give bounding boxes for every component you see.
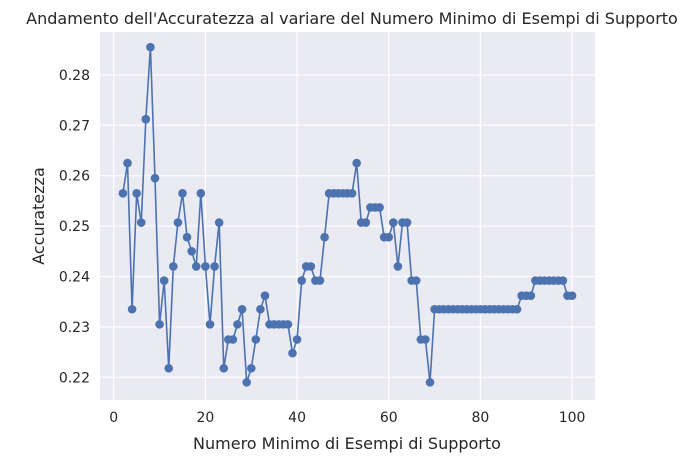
data-point: [512, 304, 522, 314]
data-point: [421, 335, 430, 344]
data-point: [237, 304, 247, 314]
data-point: [251, 335, 261, 344]
data-point: [256, 304, 265, 314]
data-point: [411, 276, 421, 285]
data-point: [567, 291, 577, 300]
data-point: [297, 276, 306, 285]
data-point: [136, 218, 146, 227]
data-point: [375, 203, 384, 212]
data-point: [173, 218, 183, 227]
x-axis-label: Numero Minimo di Esempi di Supporto: [193, 434, 501, 453]
data-point: [425, 378, 435, 387]
data-point: [315, 276, 325, 285]
data-point: [182, 232, 192, 242]
data-point: [187, 246, 196, 256]
data-point: [246, 363, 256, 373]
data-point: [201, 262, 210, 271]
y-tick-label: 0.25: [59, 219, 90, 235]
data-point: [260, 291, 270, 300]
x-tick-label: 80: [472, 410, 490, 426]
data-point: [123, 158, 132, 168]
data-point: [169, 262, 178, 271]
data-point: [150, 173, 160, 183]
y-tick-label: 0.26: [59, 169, 90, 185]
x-tick-label: 40: [288, 410, 306, 426]
data-point: [320, 232, 329, 242]
data-point: [526, 291, 536, 300]
y-tick-label: 0.24: [59, 269, 90, 285]
data-point: [389, 218, 398, 227]
x-tick-label: 0: [109, 410, 118, 426]
data-point: [178, 189, 187, 198]
data-point: [132, 189, 141, 198]
y-tick-label: 0.22: [59, 370, 90, 386]
data-point: [347, 189, 357, 198]
data-point: [306, 262, 316, 271]
data-point: [361, 218, 371, 227]
data-point: [127, 304, 137, 314]
data-point: [118, 189, 128, 198]
y-tick-label: 0.28: [59, 68, 90, 84]
data-point: [196, 189, 206, 198]
data-point: [141, 114, 151, 124]
data-point: [159, 276, 169, 285]
chart-title: Andamento dell'Accuratezza al variare de…: [26, 9, 678, 28]
y-tick-label: 0.23: [59, 320, 90, 336]
grid-lines: [100, 32, 595, 400]
data-point: [384, 232, 394, 242]
y-tick-label: 0.27: [59, 118, 90, 134]
x-tick-label: 20: [197, 410, 215, 426]
data-point: [292, 335, 302, 344]
data-point: [228, 335, 238, 344]
x-tick-label: 100: [559, 410, 586, 426]
data-point: [210, 262, 219, 271]
data-point: [352, 158, 361, 168]
data-point: [205, 320, 215, 329]
y-axis-label: Accuratezza: [29, 167, 48, 265]
data-point: [155, 320, 164, 329]
data-point: [146, 42, 155, 52]
data-point: [242, 378, 251, 387]
data-point: [214, 218, 224, 227]
data-point: [288, 348, 297, 358]
x-tick-label: 60: [380, 410, 398, 426]
tick-labels: 0 20 40 60 80 100 0.22 0.23 0.24 0.25 0.26 0.27 0.28: [59, 68, 586, 426]
data-point: [558, 276, 568, 285]
data-point: [191, 262, 201, 271]
data-point: [233, 320, 242, 329]
plot-area: [100, 32, 595, 400]
data-point: [402, 218, 412, 227]
data-point: [393, 262, 403, 271]
data-point: [219, 363, 229, 373]
data-point: [283, 320, 293, 329]
data-point: [164, 363, 174, 373]
data-series: [118, 42, 577, 387]
